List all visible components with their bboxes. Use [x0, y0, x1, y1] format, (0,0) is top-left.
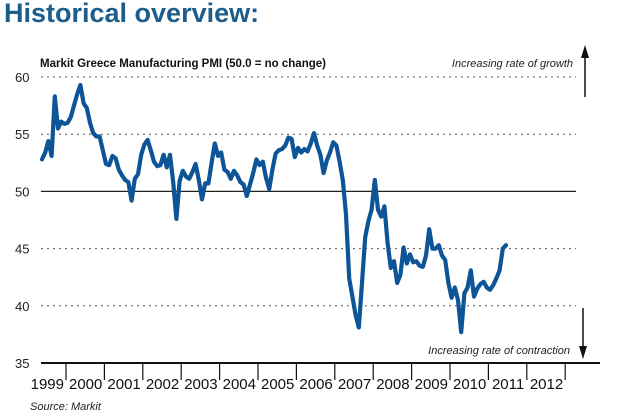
- down-arrow-icon: [579, 308, 587, 359]
- y-axis-ticks: 35 40 45 50 55 60: [15, 70, 29, 371]
- series-layer: [39, 82, 509, 335]
- growth-annotation: Increasing rate of growth: [452, 58, 573, 70]
- y-tick-label: 35: [15, 356, 29, 371]
- y-tick-label: 50: [15, 184, 29, 199]
- x-tick-label: 2008: [376, 376, 409, 393]
- contraction-annotation: Increasing rate of contraction: [428, 345, 570, 357]
- x-tick-label: 2003: [184, 376, 217, 393]
- x-tick-label: 2004: [223, 376, 256, 393]
- series-line-pmi: [39, 82, 509, 335]
- up-arrow-icon: [581, 45, 589, 97]
- x-tick-label: 2007: [338, 376, 371, 393]
- y-tick-label: 40: [15, 299, 29, 314]
- x-axis: 1999 2000 2001 2002 2003 2004 2005 2006 2007 2008…: [31, 362, 600, 393]
- source-note: Source: Markit: [30, 401, 102, 413]
- x-tick-label: 2001: [107, 376, 140, 393]
- page-title: Historical overview:: [4, 0, 260, 28]
- x-tick-label: 2009: [415, 376, 448, 393]
- x-tick-label: 2011: [492, 376, 524, 393]
- gridlines: [41, 76, 576, 307]
- x-tick-label: 2000: [69, 376, 102, 393]
- x-tick-label: 2006: [299, 376, 332, 393]
- y-tick-label: 55: [15, 127, 29, 142]
- x-tick-label: 2005: [261, 376, 294, 393]
- x-tick-label: 2012: [530, 376, 563, 393]
- x-tick-label: 2010: [453, 376, 486, 393]
- chart-title: Markit Greece Manufacturing PMI (50.0 = …: [40, 58, 326, 70]
- y-tick-label: 45: [15, 242, 29, 257]
- x-tick-label: 2002: [146, 376, 179, 393]
- x-tick-label: 1999: [31, 376, 64, 393]
- y-tick-label: 60: [15, 70, 29, 85]
